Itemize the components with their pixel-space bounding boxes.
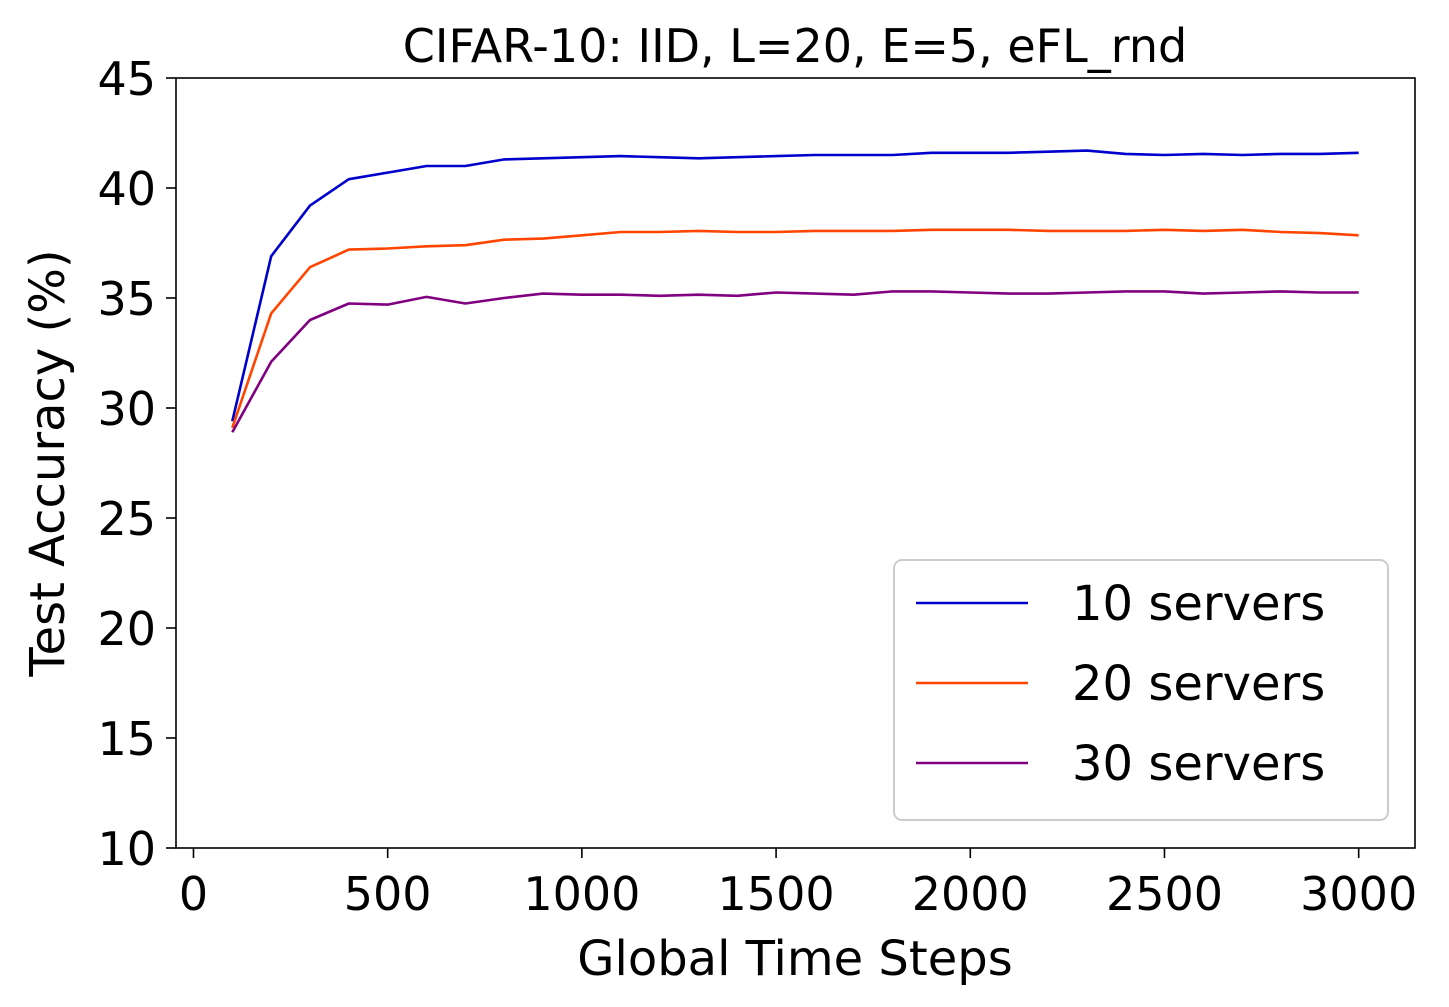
x-tick-label: 3000	[1300, 867, 1417, 921]
y-tick-label: 20	[97, 602, 156, 656]
series-line-3	[231, 290, 1359, 433]
legend: 10 servers 20 servers 30 servers	[893, 559, 1389, 821]
series-line-2	[231, 228, 1359, 429]
x-tick-label: 500	[344, 867, 432, 921]
plot-area	[231, 149, 1359, 433]
chart-title: CIFAR-10: IID, L=20, E=5, eFL_rnd	[403, 19, 1187, 73]
x-tick-label: 1500	[718, 867, 835, 921]
x-tick-label: 2500	[1106, 867, 1223, 921]
plot-frame	[175, 77, 1416, 849]
legend-label-2: 20 servers	[1072, 656, 1325, 712]
y-axis-label: Test Accuracy (%)	[20, 249, 76, 677]
y-axis: 10 15 20 25 30 35 40 45	[97, 52, 176, 876]
y-tick-label: 15	[97, 712, 156, 766]
y-tick-label: 45	[97, 52, 156, 106]
legend-box	[893, 559, 1389, 821]
legend-label-1: 10 servers	[1072, 576, 1325, 632]
x-axis-label: Global Time Steps	[577, 931, 1012, 987]
y-tick-label: 25	[97, 492, 156, 546]
legend-label-3: 30 servers	[1072, 736, 1325, 792]
y-tick-label: 40	[97, 162, 156, 216]
y-tick-label: 10	[97, 822, 156, 876]
x-tick-label: 1000	[523, 867, 640, 921]
x-tick-label: 0	[179, 867, 208, 921]
x-tick-label: 2000	[912, 867, 1029, 921]
y-tick-label: 35	[97, 272, 156, 326]
series-line-1	[231, 149, 1359, 422]
y-tick-label: 30	[97, 382, 156, 436]
x-axis: 0 500 1000 1500 2000 2500 3000	[179, 848, 1417, 921]
